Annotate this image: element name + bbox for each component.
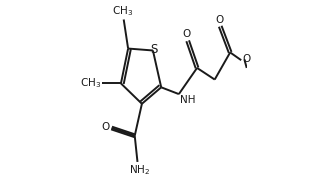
Text: CH$_3$: CH$_3$	[112, 4, 134, 18]
Text: O: O	[183, 29, 191, 39]
Text: S: S	[150, 43, 157, 56]
Text: NH$_2$: NH$_2$	[129, 164, 150, 178]
Text: O: O	[215, 14, 224, 24]
Text: CH$_3$: CH$_3$	[80, 77, 101, 90]
Text: O: O	[101, 122, 109, 132]
Text: O: O	[242, 54, 250, 64]
Text: NH: NH	[180, 95, 195, 105]
